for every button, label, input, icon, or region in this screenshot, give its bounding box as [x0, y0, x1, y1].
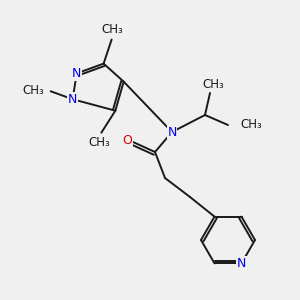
Text: N: N [167, 125, 177, 139]
Text: O: O [122, 134, 132, 148]
Text: N: N [68, 93, 77, 106]
Text: CH₃: CH₃ [102, 23, 124, 36]
Text: CH₃: CH₃ [22, 84, 44, 97]
Text: CH₃: CH₃ [202, 77, 224, 91]
Text: N: N [237, 257, 246, 270]
Text: CH₃: CH₃ [88, 136, 110, 149]
Text: N: N [72, 67, 81, 80]
Text: CH₃: CH₃ [240, 118, 262, 131]
